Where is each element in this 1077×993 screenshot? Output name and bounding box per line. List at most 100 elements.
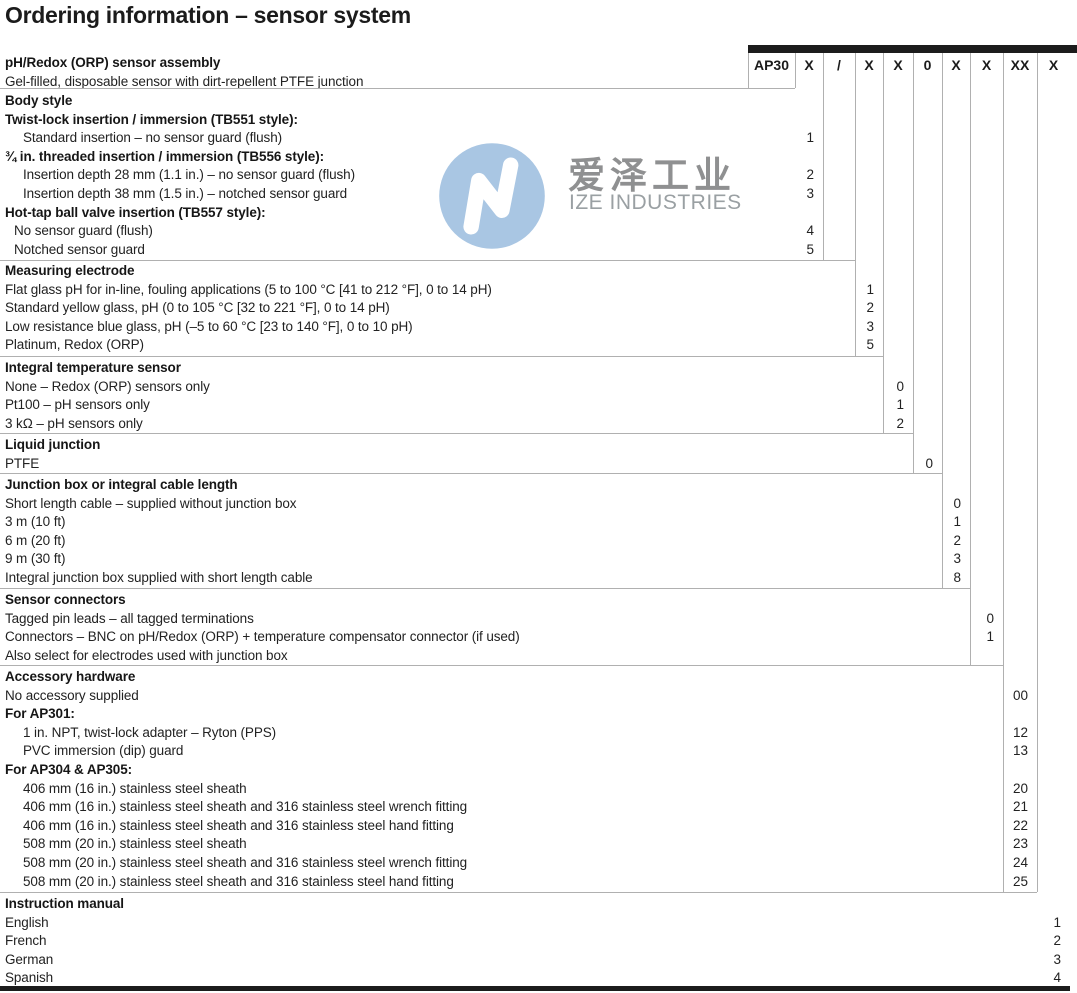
- column-line: [942, 53, 943, 588]
- code-header-cell: X: [981, 57, 992, 73]
- code-header-cell: X: [864, 57, 874, 73]
- section-header-row: Body style: [5, 93, 73, 108]
- section-header-row: ¾ in. threaded insertion / immersion (TB…: [5, 148, 324, 164]
- spec-row: PTFE: [5, 455, 40, 471]
- code-cell: 00: [1012, 687, 1028, 703]
- table-top-bar: [748, 45, 1077, 53]
- code-cell: 2: [896, 415, 904, 431]
- code-cell: 21: [1012, 799, 1028, 815]
- section-divider: [0, 433, 913, 434]
- code-cell: 3: [866, 318, 874, 334]
- section-divider: [0, 473, 942, 474]
- table-bottom-bar: [0, 986, 1070, 991]
- spec-row: 1 in. NPT, twist-lock adapter – Ryton (P…: [23, 724, 277, 740]
- code-header-cell: XX: [1010, 57, 1030, 73]
- code-cell: 0: [925, 455, 933, 471]
- section-header-row: Hot-tap ball valve insertion (TB557 styl…: [5, 204, 266, 220]
- code-header-cell: 0: [923, 57, 932, 73]
- column-line: [883, 53, 884, 433]
- spec-row: Standard yellow glass, pH (0 to 105 °C […: [5, 300, 390, 316]
- section-header-row: Instruction manual: [5, 896, 124, 911]
- spec-row: Notched sensor guard: [14, 241, 145, 257]
- spec-row: Insertion depth 28 mm (1.1 in.) – no sen…: [23, 167, 355, 183]
- code-cell: 2: [866, 300, 874, 316]
- code-cell: 24: [1012, 855, 1028, 870]
- column-line: [748, 53, 749, 88]
- spec-row: Pt100 – pH sensors only: [5, 397, 150, 413]
- column-line: [913, 53, 914, 473]
- code-header-cell: AP30: [753, 57, 789, 73]
- section-divider: [0, 892, 1037, 893]
- spec-row: 9 m (30 ft): [5, 551, 66, 567]
- spec-row: Low resistance blue glass, pH (–5 to 60 …: [5, 318, 413, 334]
- code-cell: 22: [1012, 817, 1028, 833]
- code-cell: 4: [806, 223, 814, 239]
- spec-row: Platinum, Redox (ORP): [5, 337, 144, 353]
- spec-row: Also select for electrodes used with jun…: [5, 647, 288, 663]
- spec-row: Spanish: [5, 970, 54, 986]
- section-header-row: For AP301:: [5, 706, 75, 722]
- page-title: Ordering information – sensor system: [5, 2, 411, 28]
- section-divider: [0, 260, 855, 261]
- spec-row: German: [5, 951, 54, 967]
- code-cell: 4: [1053, 970, 1061, 986]
- spec-row: 508 mm (20 in.) stainless steel sheath: [23, 836, 247, 852]
- section-header-row: Sensor connectors: [5, 592, 126, 607]
- code-cell: 20: [1012, 780, 1028, 796]
- code-cell: 0: [896, 378, 904, 394]
- spec-row: Short length cable – supplied without ju…: [5, 495, 297, 511]
- code-header-cell: X: [804, 57, 814, 73]
- code-cell: 3: [953, 551, 961, 567]
- column-line: [970, 53, 971, 665]
- code-cell: 2: [806, 167, 814, 183]
- code-cell: 1: [953, 514, 961, 530]
- code-cell: 3: [1053, 951, 1061, 967]
- code-cell: 0: [953, 495, 961, 511]
- spec-row: Standard insertion – no sensor guard (fl…: [23, 130, 283, 146]
- code-cell: 8: [953, 570, 961, 585]
- section-header-row: Integral temperature sensor: [5, 360, 181, 375]
- spec-row: None – Redox (ORP) sensors only: [5, 378, 210, 394]
- code-cell: 1: [986, 629, 994, 645]
- code-cell: 3: [806, 186, 814, 201]
- spec-row: Integral junction box supplied with shor…: [5, 570, 313, 585]
- section-divider: [0, 588, 970, 589]
- section-header-row: Accessory hardware: [5, 669, 136, 684]
- code-cell: 1: [866, 281, 874, 297]
- code-cell: 13: [1012, 743, 1028, 759]
- code-header-cell: X: [1048, 57, 1059, 73]
- spec-row: Tagged pin leads – all tagged terminatio…: [5, 610, 254, 626]
- code-header-cell: X: [951, 57, 961, 73]
- spec-row: 3 kΩ – pH sensors only: [5, 415, 143, 431]
- code-header-cell: /: [837, 57, 841, 73]
- code-cell: 2: [953, 532, 961, 548]
- column-line: [795, 53, 796, 88]
- spec-row: Gel-filled, disposable sensor with dirt-…: [5, 73, 364, 89]
- spec-row: Insertion depth 38 mm (1.5 in.) – notche…: [23, 186, 348, 201]
- column-line: [823, 53, 824, 260]
- code-cell: 2: [1053, 933, 1061, 949]
- code-cell: 12: [1012, 724, 1028, 740]
- spec-row: 6 m (20 ft): [5, 532, 66, 548]
- code-cell: 25: [1012, 873, 1028, 889]
- spec-row: No sensor guard (flush): [14, 223, 153, 239]
- spec-row: 3 m (10 ft): [5, 514, 66, 530]
- code-cell: 5: [806, 241, 814, 257]
- spec-row: 508 mm (20 in.) stainless steel sheath a…: [23, 873, 454, 889]
- column-line: [1037, 53, 1038, 892]
- spec-row: 406 mm (16 in.) stainless steel sheath a…: [23, 799, 468, 815]
- code-cell: 1: [806, 130, 814, 146]
- code-cell: 23: [1012, 836, 1028, 852]
- column-line: [1003, 53, 1004, 892]
- section-header-row: Liquid junction: [5, 437, 101, 452]
- spec-row: English: [5, 914, 49, 930]
- spec-row: French: [5, 933, 47, 949]
- code-cell: 1: [1053, 914, 1061, 930]
- spec-row: PVC immersion (dip) guard: [23, 743, 184, 759]
- section-header-row: Measuring electrode: [5, 263, 135, 278]
- spec-row: 508 mm (20 in.) stainless steel sheath a…: [23, 855, 468, 870]
- code-header-cell: X: [893, 57, 903, 73]
- section-divider: [0, 356, 883, 357]
